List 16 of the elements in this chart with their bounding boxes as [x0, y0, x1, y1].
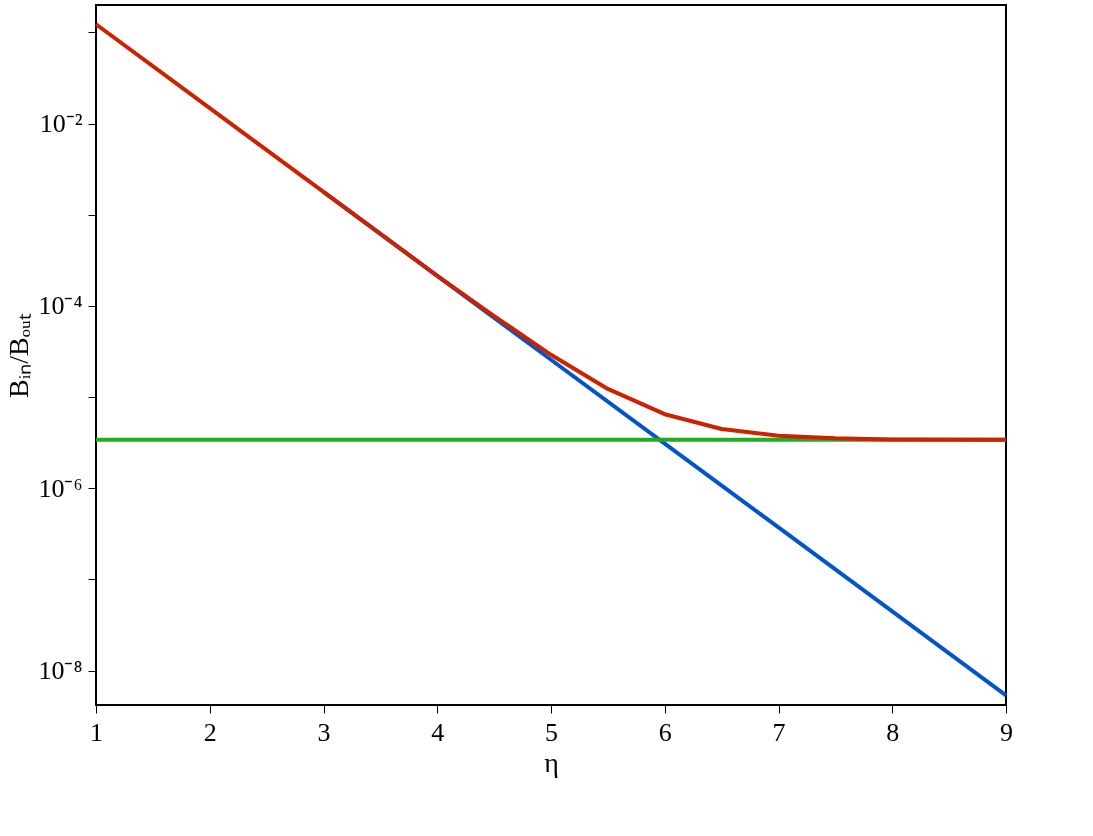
y-tick-label: 10⁻⁸	[38, 656, 83, 686]
x-tick-label: 8	[886, 717, 900, 747]
x-tick-label: 5	[545, 717, 558, 747]
y-axis-title: Bᵢₙ/Bₒᵤₜ	[3, 313, 35, 398]
x-tick-label: 1	[90, 717, 103, 747]
x-axis-title: η	[544, 746, 559, 778]
line-series	[94, 22, 1008, 442]
y-tick-label: 10⁻⁶	[38, 473, 83, 503]
x-tick-label: 3	[317, 717, 331, 747]
x-tick-label: 6	[658, 717, 672, 747]
y-tick-label: 10⁻²	[39, 109, 83, 139]
x-tick-label: 4	[431, 717, 445, 747]
x-tick-label: 2	[203, 717, 217, 747]
x-tick-label: 7	[772, 717, 786, 747]
x-tick-label: 9	[1000, 717, 1013, 747]
y-tick-label: 10⁻⁴	[38, 291, 83, 321]
